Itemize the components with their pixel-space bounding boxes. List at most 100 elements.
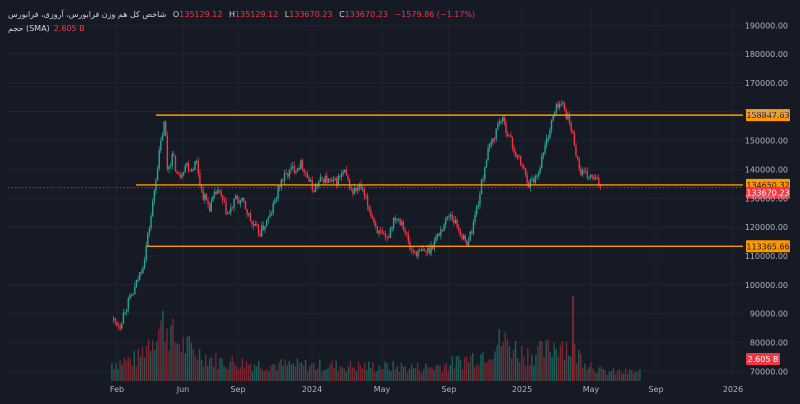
volume-bar bbox=[170, 325, 172, 381]
volume-bar bbox=[196, 359, 199, 381]
volume-bar bbox=[131, 365, 133, 381]
volume-bar bbox=[476, 364, 478, 381]
candle-body bbox=[573, 132, 576, 146]
volume-bar bbox=[386, 363, 388, 381]
volume-bar bbox=[372, 362, 374, 381]
volume-bar bbox=[221, 358, 223, 381]
candle-body bbox=[422, 249, 424, 251]
candle-body bbox=[305, 172, 307, 174]
candle-body bbox=[497, 124, 499, 129]
volume-bar bbox=[141, 346, 144, 381]
close-label: C bbox=[339, 10, 345, 19]
candle-body bbox=[246, 208, 248, 215]
candle-body bbox=[451, 214, 453, 220]
volume-bar bbox=[158, 328, 160, 381]
ohlc-values: O135129.12 H135129.12 L133670.23 C133670… bbox=[173, 10, 479, 19]
volume-bar bbox=[156, 341, 158, 381]
volume-bar bbox=[384, 361, 386, 381]
candle-body bbox=[261, 225, 263, 237]
volume-bar bbox=[423, 369, 425, 381]
candle-body bbox=[231, 207, 234, 209]
candle-body bbox=[462, 235, 465, 240]
candle-body bbox=[222, 195, 224, 201]
time-tick-label: Sep bbox=[441, 385, 456, 394]
volume-bar bbox=[514, 340, 517, 381]
candle-body bbox=[526, 174, 528, 183]
candle-body bbox=[202, 190, 204, 200]
volume-bar bbox=[612, 368, 615, 381]
volume-bar bbox=[284, 359, 286, 381]
candle-body bbox=[235, 195, 237, 199]
candle-body bbox=[277, 185, 279, 199]
volume-bar bbox=[194, 356, 197, 381]
volume-bar bbox=[313, 363, 315, 381]
volume-bar bbox=[586, 369, 588, 381]
volume-bar bbox=[329, 364, 331, 381]
volume-bar bbox=[225, 367, 227, 381]
volume-bar bbox=[296, 358, 299, 381]
candle-body bbox=[428, 247, 431, 254]
candle-body bbox=[383, 233, 385, 235]
volume-bar bbox=[416, 362, 419, 381]
volume-legend: حجم (SMA) 2.605 B bbox=[8, 24, 85, 33]
candle-body bbox=[228, 212, 230, 214]
horizontal-levels[interactable]: 158847.63 134650.32 113365.66 133670.23 2.60… bbox=[8, 109, 790, 365]
volume-bar bbox=[147, 339, 150, 381]
volume-bar bbox=[455, 356, 458, 381]
candle-body bbox=[379, 230, 382, 232]
volume-bar bbox=[154, 349, 156, 381]
volume-bar bbox=[408, 368, 411, 381]
candle-body bbox=[580, 168, 582, 176]
candle-body bbox=[205, 194, 208, 201]
candle-body bbox=[293, 166, 296, 173]
candle-body bbox=[239, 200, 242, 204]
candle-body bbox=[265, 220, 268, 227]
candle-body bbox=[329, 178, 331, 180]
level-price-label: 158847.63 bbox=[746, 111, 789, 120]
candle-body bbox=[303, 168, 305, 173]
volume-bar bbox=[510, 358, 513, 381]
candle-body bbox=[236, 195, 239, 200]
candle-body bbox=[565, 109, 567, 119]
candle-body bbox=[386, 237, 388, 238]
candlesticks[interactable] bbox=[112, 100, 602, 332]
candle-body bbox=[365, 196, 367, 197]
time-tick-label: 2025 bbox=[512, 385, 532, 394]
candle-body bbox=[168, 166, 170, 169]
candle-body bbox=[199, 173, 201, 185]
candle-body bbox=[314, 184, 317, 192]
volume-bar bbox=[520, 346, 523, 381]
volume-bar bbox=[414, 368, 417, 381]
candle-body bbox=[313, 189, 315, 192]
candle-body bbox=[523, 166, 525, 169]
candle-body bbox=[586, 171, 589, 179]
price-axis[interactable]: 70000.00 80000.00 90000.00 100000.00 110000.… bbox=[745, 21, 788, 376]
candle-body bbox=[508, 135, 510, 137]
candle-body bbox=[461, 236, 463, 240]
candle-body bbox=[531, 179, 533, 180]
candle-body bbox=[334, 178, 336, 180]
candle-body bbox=[171, 154, 173, 166]
candle-body bbox=[296, 167, 299, 171]
candle-body bbox=[360, 184, 362, 190]
candle-body bbox=[138, 272, 141, 280]
candle-body bbox=[301, 160, 304, 169]
candle-body bbox=[519, 155, 522, 164]
volume-bar bbox=[525, 366, 527, 381]
candle-body bbox=[495, 128, 497, 140]
candle-body bbox=[474, 214, 476, 222]
candle-body bbox=[563, 103, 566, 110]
volume-bar bbox=[255, 366, 258, 381]
time-axis[interactable]: Feb Jun Sep 2024 May Sep 2025 May Sep 2026 bbox=[110, 385, 743, 394]
candle-body bbox=[405, 232, 408, 235]
candle-body bbox=[342, 172, 344, 174]
volume-bar bbox=[563, 360, 566, 381]
volume-bar bbox=[290, 364, 292, 381]
candle-body bbox=[114, 318, 116, 322]
volume-bar bbox=[402, 366, 405, 381]
time-tick-label: Sep bbox=[648, 385, 663, 394]
candle-body bbox=[555, 103, 558, 112]
volume-bar bbox=[635, 371, 637, 381]
candle-body bbox=[407, 234, 409, 242]
